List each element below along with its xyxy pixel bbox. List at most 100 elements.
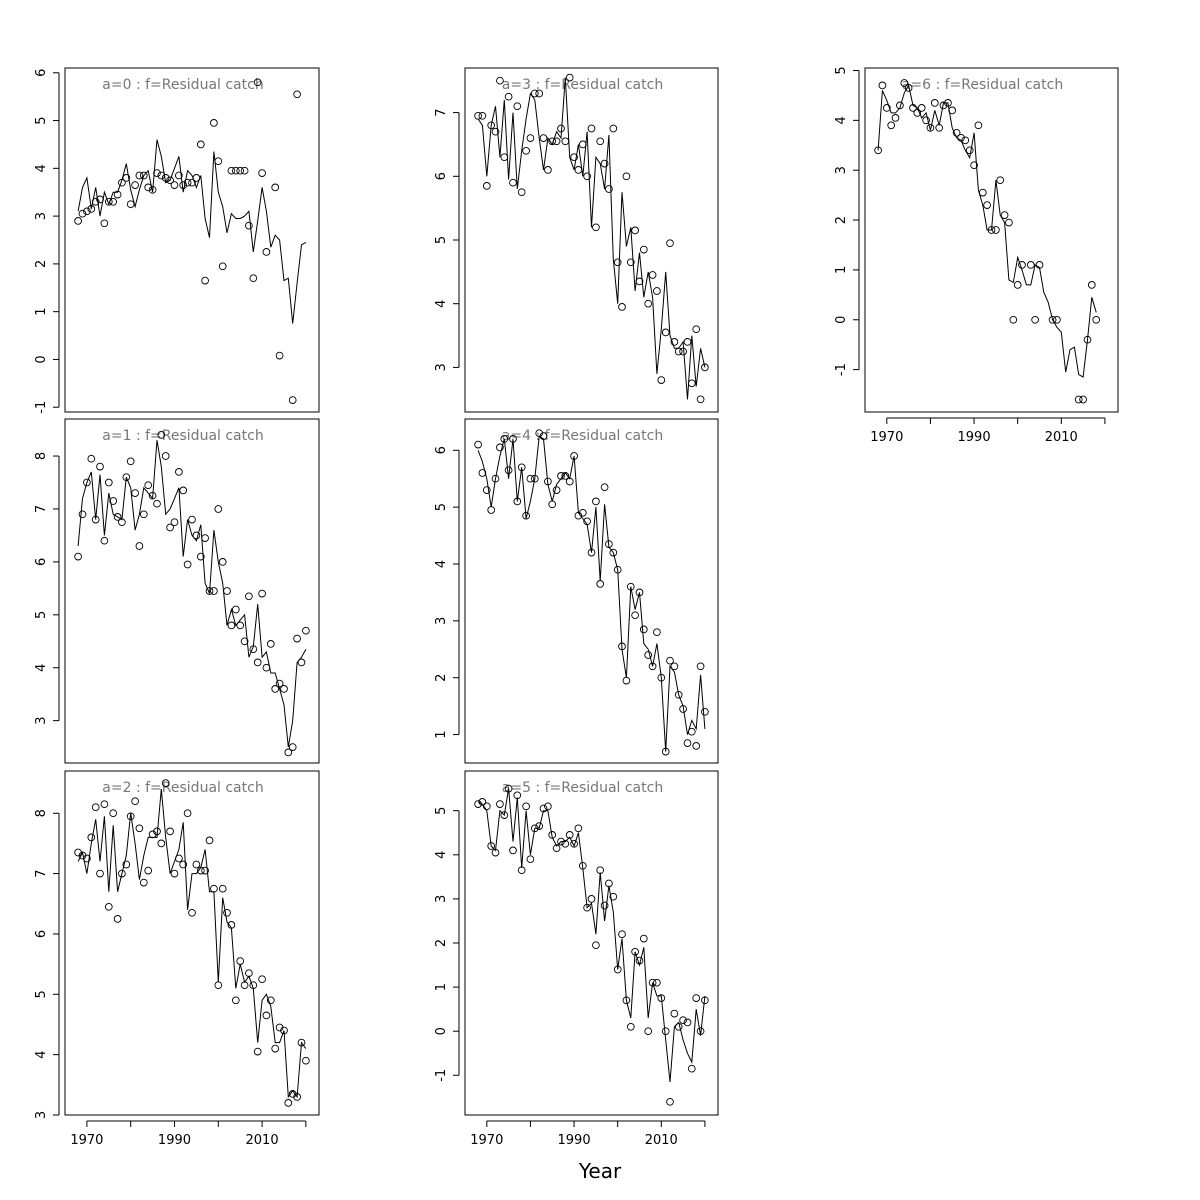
data-point [223, 908, 231, 917]
data-point [153, 827, 161, 836]
fit-line-series [77, 139, 307, 324]
x-tick-label: 1970 [470, 1133, 503, 1148]
data-point [175, 854, 183, 863]
data-point [144, 866, 153, 875]
data-point [1083, 335, 1092, 344]
data-point [166, 827, 174, 836]
data-point [227, 166, 236, 175]
data-point [644, 1027, 653, 1036]
y-tick-label: 7 [434, 108, 449, 116]
data-point [948, 106, 957, 115]
data-point [687, 727, 696, 736]
data-point [192, 174, 201, 182]
data-point [240, 637, 249, 646]
data-point [679, 347, 687, 356]
data-point [166, 523, 174, 532]
data-point [544, 802, 552, 811]
data-point [109, 197, 118, 206]
data-point [978, 188, 987, 197]
panel-title: a=6 : f=Residual catch [902, 77, 1063, 93]
data-point [622, 172, 631, 181]
fit-line-series [477, 77, 706, 400]
data-point [522, 511, 530, 520]
data-point [605, 185, 613, 193]
data-point [104, 478, 113, 487]
data-point [1079, 395, 1087, 404]
data-point [91, 515, 100, 524]
y-tick-label: 4 [34, 1051, 49, 1059]
data-point [653, 628, 661, 637]
data-point [674, 347, 683, 356]
data-point [557, 837, 565, 846]
data-point [648, 978, 657, 987]
data-point [201, 866, 209, 875]
data-point [996, 176, 1005, 185]
y-axis: 3 4 5 6 7 8 [34, 809, 60, 1119]
y-tick-label: 5 [34, 116, 49, 124]
data-point [196, 866, 205, 875]
data-point [113, 190, 122, 199]
data-point [100, 536, 109, 545]
data-point [293, 90, 301, 99]
y-tick-label: -1 [834, 363, 849, 376]
data-point [258, 975, 266, 984]
data-point [648, 271, 657, 279]
data-point [218, 262, 227, 271]
data-point [970, 161, 978, 170]
data-point [522, 802, 530, 811]
y-axis: -1 0 1 2 3 4 5 6 [34, 69, 60, 414]
data-point [87, 833, 96, 842]
data-point [631, 947, 639, 956]
observation-points [874, 79, 1101, 404]
data-point [635, 956, 644, 965]
panel-frame [864, 67, 1119, 413]
panel-a1: a=1 : f=Residual catch 3 4 5 6 7 8 [34, 418, 320, 764]
data-point [639, 245, 648, 254]
data-point [491, 127, 500, 136]
data-point [96, 195, 104, 204]
data-point [552, 844, 561, 853]
data-point [983, 201, 991, 209]
data-point [83, 478, 91, 487]
data-point [622, 676, 631, 685]
data-point [227, 621, 236, 630]
data-point [210, 119, 218, 127]
data-point [245, 221, 253, 230]
data-point [157, 431, 166, 439]
data-point [201, 534, 209, 542]
panel-a3: a=3 : f=Residual catch 3 4 5 6 7 [434, 67, 719, 413]
data-point [570, 153, 578, 162]
data-point [561, 137, 570, 146]
panel-title: a=0 : f=Residual catch [102, 77, 263, 93]
data-point [661, 328, 670, 337]
data-point [944, 99, 952, 107]
fit-line-series [477, 435, 706, 752]
data-point [188, 908, 196, 917]
y-tick-label: 1 [434, 730, 449, 738]
data-point [236, 166, 245, 175]
data-point [157, 171, 166, 180]
y-tick-label: 6 [34, 558, 49, 566]
data-point [118, 178, 126, 187]
fit-line-series [877, 84, 1097, 378]
data-point [692, 742, 701, 750]
panel-frame [64, 418, 320, 764]
data-point [100, 800, 109, 809]
y-tick-label: 5 [434, 236, 449, 244]
observation-points [74, 78, 301, 404]
data-point [126, 200, 135, 209]
y-tick-label: 7 [34, 869, 49, 877]
data-point [666, 656, 674, 665]
data-point [596, 866, 605, 875]
data-point [210, 587, 218, 595]
data-point [626, 258, 635, 267]
data-point [122, 174, 131, 182]
data-point [609, 548, 618, 557]
data-point [631, 611, 639, 620]
data-point [661, 1027, 670, 1036]
y-tick-label: 1 [434, 983, 449, 991]
x-tick-label: 1990 [558, 1133, 591, 1148]
data-point [214, 981, 223, 990]
panel-frame [64, 770, 320, 1116]
data-point [1087, 281, 1096, 289]
